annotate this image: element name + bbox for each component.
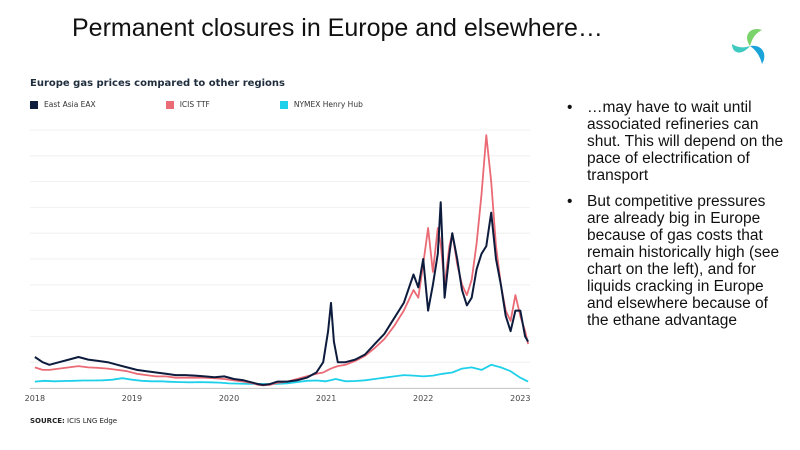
bullet-item: …may have to wait until associated refin… xyxy=(563,99,785,184)
legend-item-east-asia: East Asia EAX xyxy=(30,100,96,109)
bullet-item: But competitive pressures are already bi… xyxy=(563,193,785,329)
gas-price-chart: 2018 2019 2020 2021 2022 2023 xyxy=(25,129,530,403)
swirl-logo-icon xyxy=(732,28,765,64)
x-tick-label: 2019 xyxy=(122,394,142,403)
chart-title: Europe gas prices compared to other regi… xyxy=(30,78,285,89)
x-tick-label: 2021 xyxy=(316,394,336,403)
x-tick-label: 2023 xyxy=(510,394,530,403)
legend-label-ttf: ICIS TTF xyxy=(179,100,210,109)
source-label: SOURCE: xyxy=(30,417,65,425)
legend-swatch-ttf xyxy=(165,100,174,109)
source-text: ICIS LNG Edge xyxy=(64,417,118,425)
x-tick-label: 2018 xyxy=(25,394,45,403)
legend-swatch-east-asia xyxy=(30,100,38,109)
chart-legend: East Asia EAX ICIS TTF NYMEX Henry Hub xyxy=(30,100,433,109)
series-line-ttf xyxy=(34,134,529,387)
legend-item-henry-hub: NYMEX Henry Hub xyxy=(279,100,363,109)
series-line-henry-hub xyxy=(34,363,529,385)
series-line-east-asia xyxy=(34,201,529,386)
legend-swatch-henry-hub xyxy=(279,100,288,109)
bullet-list: …may have to wait until associated refin… xyxy=(563,99,785,338)
slide-title: Permanent closures in Europe and elsewhe… xyxy=(72,14,603,42)
legend-item-ttf: ICIS TTF xyxy=(165,100,210,109)
legend-label-east-asia: East Asia EAX xyxy=(44,100,96,109)
chart-source: SOURCE: ICIS LNG Edge xyxy=(30,417,117,425)
x-tick-label: 2022 xyxy=(413,394,433,403)
legend-label-henry-hub: NYMEX Henry Hub xyxy=(293,100,363,109)
x-tick-label: 2020 xyxy=(219,394,239,403)
